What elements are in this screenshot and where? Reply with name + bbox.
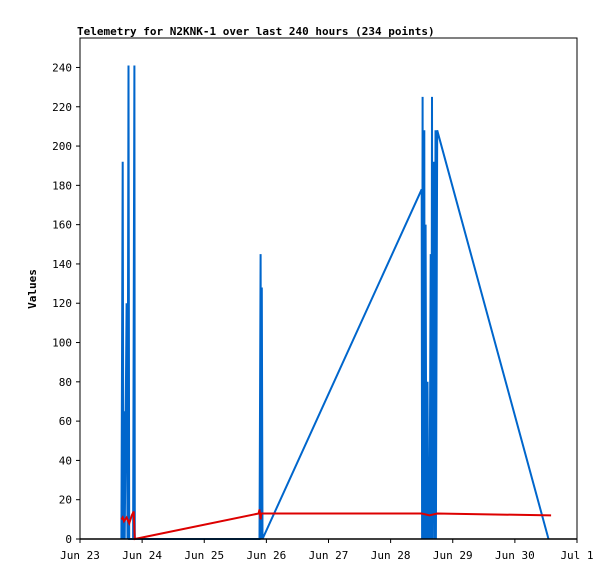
y-tick-label: 220 [52,101,72,114]
y-tick-label: 40 [59,454,72,467]
series-line-2 [120,509,552,541]
y-tick-label: 100 [52,337,72,350]
y-tick-label: 60 [59,415,72,428]
x-axis-ticks: Jun 23 Jun 24 Jun 25 Jun 26 Jun 27 Jun 28 Jun … [60,539,594,562]
chart-title: Telemetry for N2KNK-1 over last 240 hour… [77,25,435,38]
y-tick-label: 140 [52,258,72,271]
y-tick-label: 80 [59,376,72,389]
y-tick-label: 0 [65,533,72,546]
x-tick-label: Jun 23 [60,549,100,562]
x-tick-label: Jun 28 [371,549,411,562]
series-line-1 [120,65,550,540]
y-tick-label: 160 [52,219,72,232]
series-layer [120,65,552,541]
x-tick-label: Jun 25 [184,549,224,562]
y-tick-label: 120 [52,297,72,310]
y-axis-ticks: 0 20 40 60 80 100 120 140 160 180 200 220 240 [52,61,80,546]
x-tick-label: Jun 27 [309,549,349,562]
x-tick-label: Jun 30 [495,549,535,562]
y-axis-title: Values [26,269,39,309]
y-tick-label: 180 [52,179,72,192]
y-tick-label: 200 [52,140,72,153]
x-tick-label: Jun 29 [433,549,473,562]
x-tick-label: Jul 1 [560,549,593,562]
x-tick-label: Jun 24 [122,549,162,562]
x-tick-label: Jun 26 [247,549,287,562]
y-tick-label: 240 [52,61,72,74]
y-tick-label: 20 [59,494,72,507]
plot-area-frame [79,37,578,540]
